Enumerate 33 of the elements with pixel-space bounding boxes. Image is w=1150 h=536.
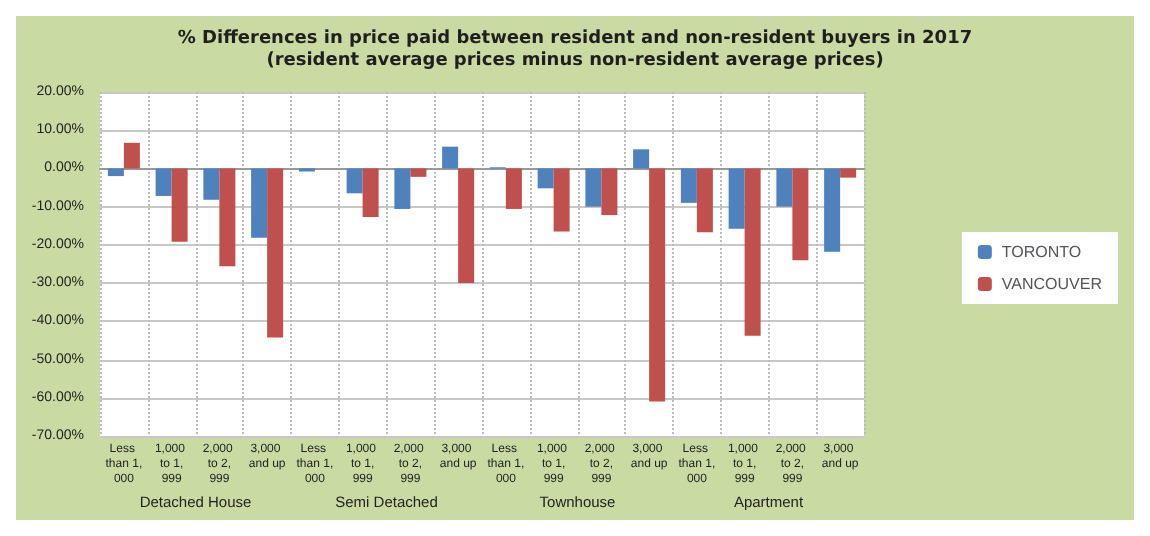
bar [155, 168, 172, 196]
chart-subtitle: (resident average prices minus non-resident average prices) [266, 51, 884, 71]
bar [840, 168, 857, 178]
bar [394, 168, 411, 209]
bar [171, 168, 188, 242]
bar [346, 168, 363, 194]
bar [442, 146, 459, 169]
bar [585, 168, 602, 207]
bar [537, 168, 554, 189]
bar [251, 168, 268, 238]
bar [824, 168, 841, 252]
bar [267, 168, 284, 338]
bar [123, 142, 140, 169]
bar [458, 168, 475, 284]
bar [696, 168, 713, 233]
bar [649, 168, 666, 402]
bar [792, 168, 809, 261]
bar [203, 168, 220, 200]
bar [744, 168, 761, 336]
bar [553, 168, 570, 232]
legend-label: VANCOUVER [1001, 275, 1103, 293]
bar [776, 168, 793, 207]
bar [680, 168, 697, 203]
chart-title: % Differences in price paid between resident and non-resident buyers in 2017 [177, 29, 973, 49]
bar [410, 168, 427, 177]
bar [728, 168, 745, 229]
bar [633, 149, 650, 169]
legend-label: TORONTO [1001, 243, 1082, 261]
bar [219, 168, 236, 267]
bar [362, 168, 379, 217]
bar [505, 168, 522, 209]
bar [107, 168, 124, 177]
bar [601, 168, 618, 216]
